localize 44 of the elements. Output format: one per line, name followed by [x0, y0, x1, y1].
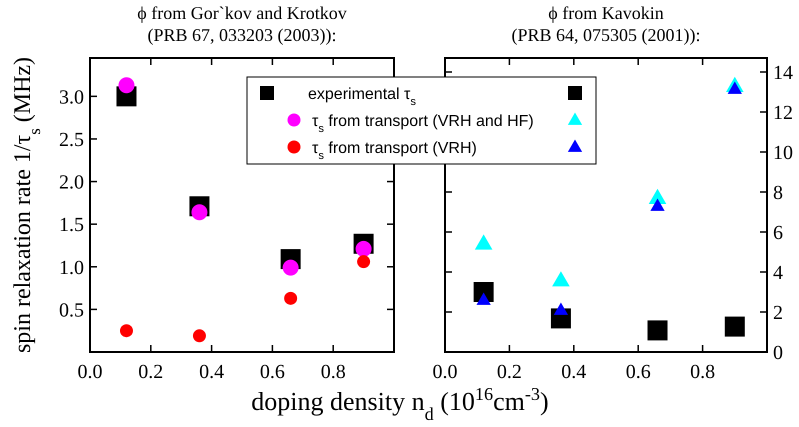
x-axis-title: doping density n$_{d}$ (10$^{16}$cm$^{-3}$) [251, 384, 549, 424]
point [357, 255, 370, 268]
y2-tick-label: 8 [773, 182, 783, 204]
chart-subtitle: (PRB 64, 075305 (2001)): [512, 25, 700, 45]
x-tick-label: 0.4 [199, 361, 224, 383]
legend-label: τ$_{s}$ from transport (VRH) [312, 140, 477, 162]
point [650, 198, 665, 211]
y2-tick-label: 6 [773, 222, 783, 244]
x-tick-label: 0.8 [690, 361, 716, 383]
point [554, 302, 568, 315]
y-tick-label: 1.0 [59, 256, 84, 279]
x-tick-label: 0.0 [432, 361, 458, 383]
point [474, 234, 492, 250]
point [552, 271, 570, 286]
y2-tick-label: 0 [773, 342, 783, 364]
chart-subtitle: (PRB 67, 033203 (2003)): [148, 25, 336, 45]
legend-label: experimental τ$_{s}$ [308, 86, 416, 108]
x-tick-label: 0.4 [561, 361, 586, 383]
point [648, 320, 668, 340]
point [118, 77, 134, 94]
chart-title: ϕ from Gor`kov and Krotkov [137, 3, 347, 23]
point [120, 324, 133, 338]
y-tick-label: 0.5 [59, 299, 84, 322]
y2-tick-label: 14 [773, 62, 793, 84]
x-tick-label: 0.2 [138, 361, 164, 383]
y-tick-label: 1.5 [59, 214, 84, 236]
legend-label: τ$_{s}$ from transport (VRH and HF) [312, 113, 534, 135]
point [192, 329, 206, 342]
y2-tick-label: 12 [773, 102, 793, 124]
point [724, 316, 745, 337]
x-tick-label: 0.6 [260, 361, 285, 383]
x-tick-label: 0.0 [78, 361, 102, 383]
x-tick-label: 0.6 [626, 361, 651, 383]
y-tick-label: 2.0 [59, 172, 84, 194]
x-tick-label: 0.8 [320, 361, 346, 383]
point [282, 260, 299, 276]
y2-tick-label: 4 [773, 262, 783, 284]
x-tick-label: 0.2 [496, 361, 522, 383]
y-tick-label: 2.5 [59, 128, 84, 151]
y2-tick-label: 10 [773, 142, 793, 164]
y2-tick-label: 2 [773, 302, 783, 324]
chart-title: ϕ from Kavokin [548, 3, 664, 23]
point [284, 292, 298, 305]
y-tick-label: 3.0 [59, 86, 84, 108]
